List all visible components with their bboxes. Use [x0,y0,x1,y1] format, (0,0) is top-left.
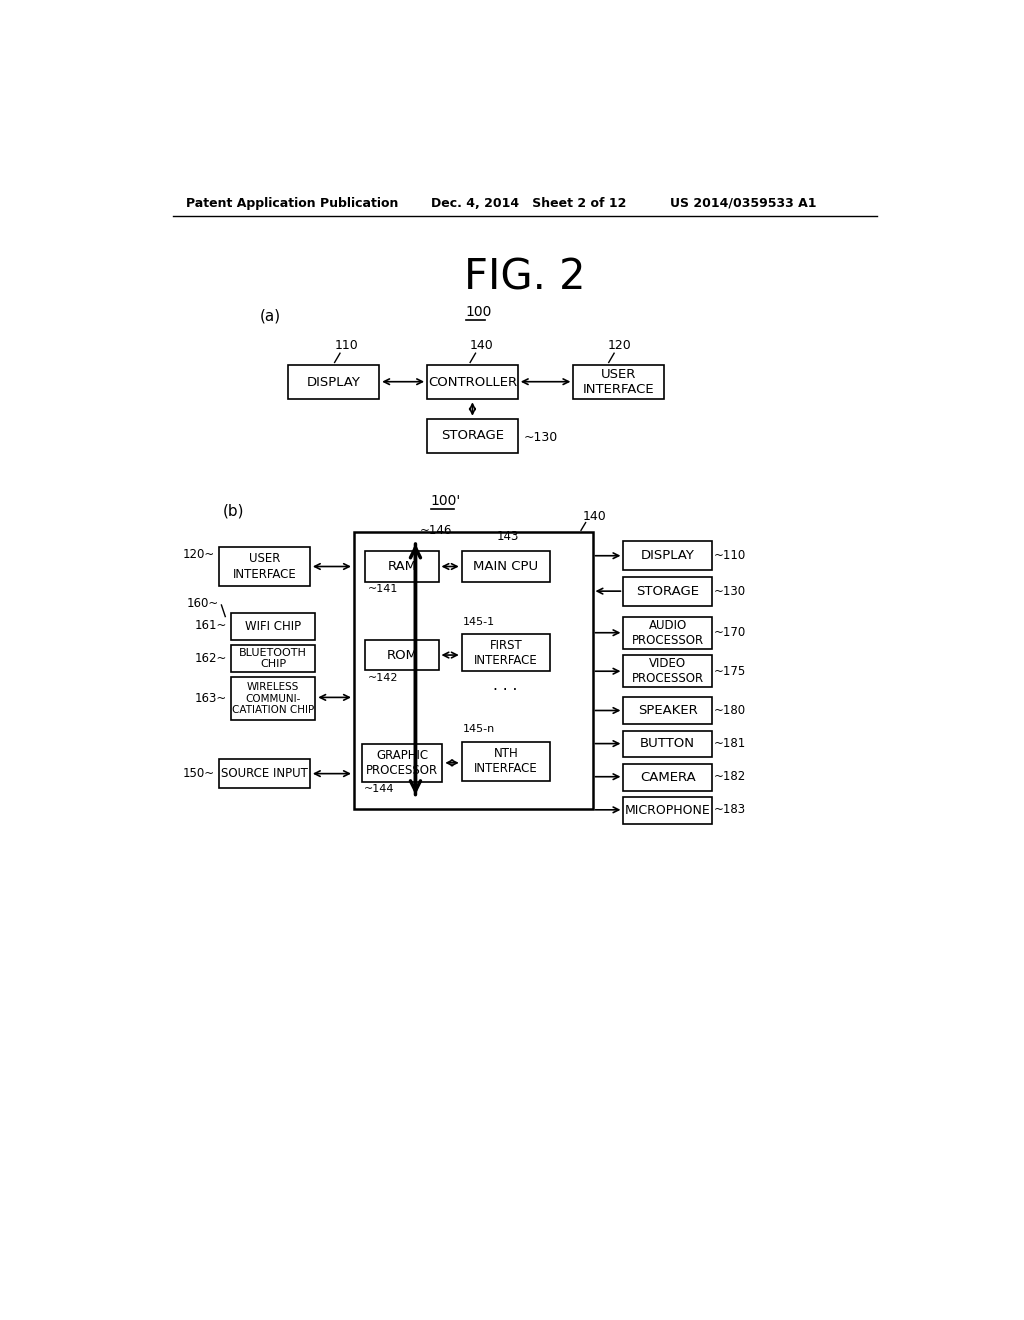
Bar [427,418,518,453]
Text: GRAPHIC
PROCESSOR: GRAPHIC PROCESSOR [366,748,438,777]
Bar [230,677,315,719]
Bar [366,640,438,671]
Bar [462,552,550,582]
Text: US 2014/0359533 A1: US 2014/0359533 A1 [670,197,816,210]
Bar [624,763,712,791]
Text: MICROPHONE: MICROPHONE [625,804,711,817]
Text: ~141: ~141 [368,585,398,594]
Text: 145-1: 145-1 [463,616,496,627]
Bar [624,577,712,606]
Text: SPEAKER: SPEAKER [638,705,697,717]
Bar [427,364,518,400]
Text: Dec. 4, 2014   Sheet 2 of 12: Dec. 4, 2014 Sheet 2 of 12 [431,197,627,210]
Text: (b): (b) [223,503,245,519]
Bar [366,552,438,582]
Text: CAMERA: CAMERA [640,771,695,784]
Text: WIRELESS
COMMUNI-
CATIATION CHIP: WIRELESS COMMUNI- CATIATION CHIP [231,682,314,715]
Text: BLUETOOTH
CHIP: BLUETOOTH CHIP [239,648,307,669]
Bar [462,635,550,671]
Text: STORAGE: STORAGE [636,585,699,598]
Text: 143: 143 [497,531,519,544]
Text: CONTROLLER: CONTROLLER [428,376,517,388]
Text: DISPLAY: DISPLAY [641,549,694,562]
Text: VIDEO
PROCESSOR: VIDEO PROCESSOR [632,657,703,685]
Bar [573,364,665,400]
Bar [624,541,712,570]
Text: ~130: ~130 [523,430,557,444]
Text: NTH
INTERFACE: NTH INTERFACE [474,747,538,775]
Text: 110: 110 [335,339,358,352]
Text: FIG. 2: FIG. 2 [464,257,586,298]
Text: SOURCE INPUT: SOURCE INPUT [221,767,308,780]
Bar [624,655,712,688]
Bar [624,797,712,824]
Text: 140: 140 [469,339,494,352]
Text: USER
INTERFACE: USER INTERFACE [232,553,296,581]
Bar [361,743,442,781]
Text: ~146: ~146 [419,524,452,537]
Text: ~182: ~182 [714,770,746,783]
Text: DISPLAY: DISPLAY [307,376,360,388]
Text: AUDIO
PROCESSOR: AUDIO PROCESSOR [632,619,703,647]
Text: ROM: ROM [386,648,418,661]
Text: (a): (a) [260,309,281,323]
Text: 162~: 162~ [195,652,226,665]
Text: . . .: . . . [494,678,518,693]
Bar [230,645,315,672]
Text: ~183: ~183 [714,804,746,816]
Bar [289,364,379,400]
Text: ~142: ~142 [368,673,398,682]
Bar [462,742,550,780]
Text: ~110: ~110 [714,549,746,562]
Text: 161~: 161~ [195,619,226,632]
Bar [219,548,310,586]
Text: ~130: ~130 [714,585,746,598]
Bar [624,730,712,758]
Bar [354,532,593,809]
Text: 100: 100 [466,305,492,319]
Text: USER
INTERFACE: USER INTERFACE [583,368,654,396]
Text: RAM: RAM [387,560,417,573]
Text: 120: 120 [608,339,632,352]
Text: BUTTON: BUTTON [640,738,695,751]
Text: Patent Application Publication: Patent Application Publication [186,197,398,210]
Bar [624,616,712,649]
Text: ~180: ~180 [714,704,746,717]
Text: 100': 100' [431,494,461,508]
Text: ~175: ~175 [714,665,746,677]
Text: MAIN CPU: MAIN CPU [473,560,539,573]
Text: 160~: 160~ [186,597,219,610]
Bar [219,759,310,788]
Text: STORAGE: STORAGE [441,429,504,442]
Bar [624,697,712,725]
Bar [230,612,315,640]
Text: 150~: 150~ [183,767,215,780]
Text: ~170: ~170 [714,626,746,639]
Text: ~181: ~181 [714,737,746,750]
Text: FIRST
INTERFACE: FIRST INTERFACE [474,639,538,667]
Text: WIFI CHIP: WIFI CHIP [245,619,301,632]
Text: ~144: ~144 [364,784,394,795]
Text: 145-n: 145-n [463,725,496,734]
Text: 163~: 163~ [195,692,226,705]
Text: 140: 140 [583,510,606,523]
Text: 120~: 120~ [183,548,215,561]
